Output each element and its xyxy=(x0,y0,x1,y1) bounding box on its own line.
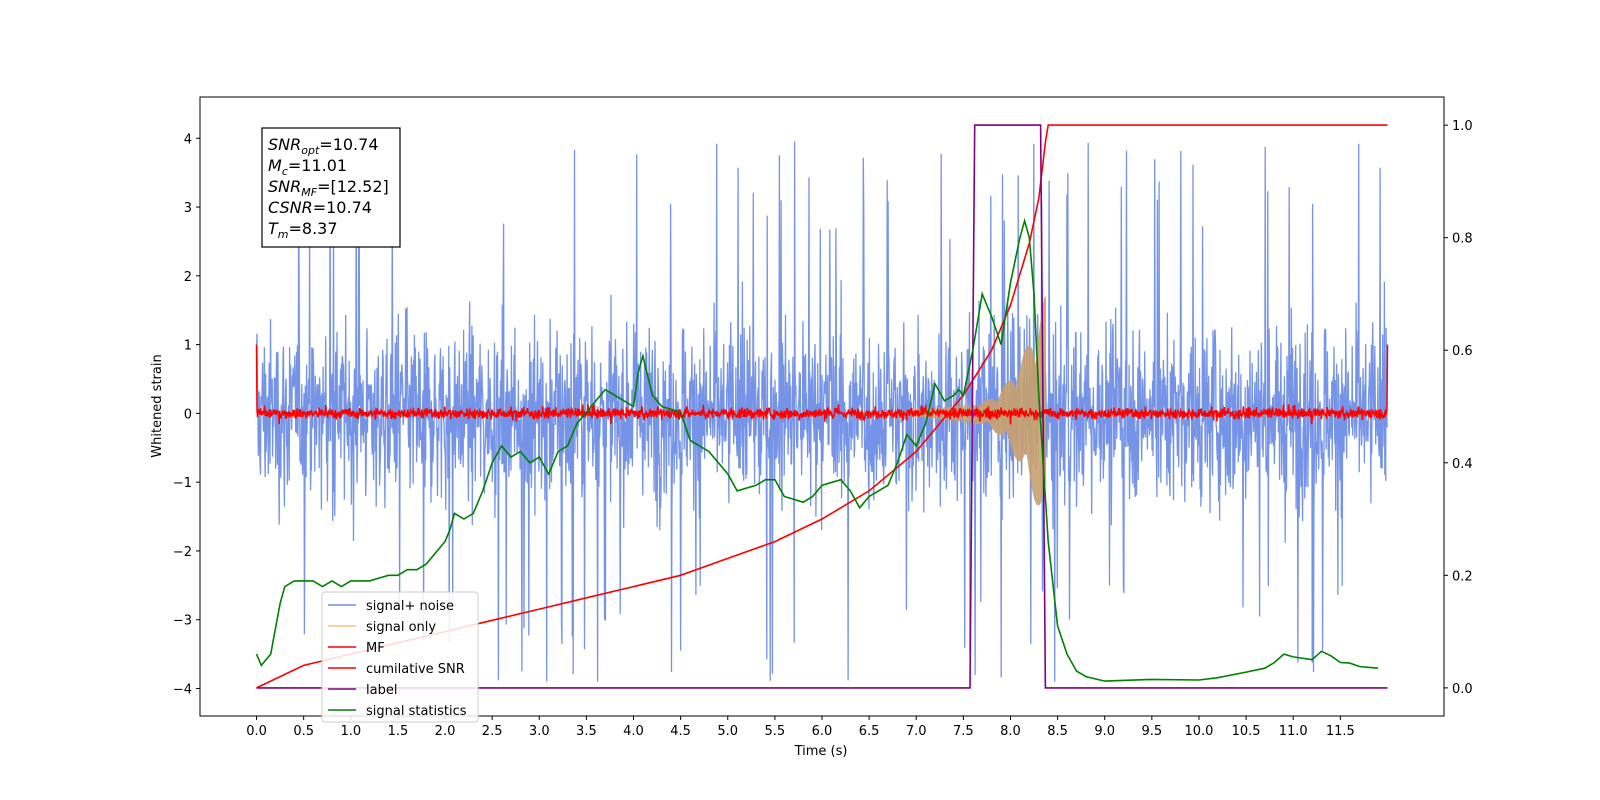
y2-tick-label: 0.4 xyxy=(1452,457,1473,472)
annotation-value: =10.74 xyxy=(319,135,378,154)
x-tick-label: 1.5 xyxy=(388,724,409,739)
legend: signal+ noise signal only MF cumilative SNR… xyxy=(321,591,479,723)
annotation-symbol: SNR xyxy=(268,177,301,196)
x-tick-label: 1.0 xyxy=(340,724,361,739)
legend-label: signal statistics xyxy=(366,704,467,719)
x-tick-label: 0.5 xyxy=(293,724,314,739)
x-tick-label: 4.5 xyxy=(670,724,691,739)
x-axis: 0.0 0.5 1.0 1.5 2.0 2.5 3.0 3.5 4.0 4.5 5.0 5.5 6.0 6… xyxy=(246,716,1355,739)
annotation-subscript: c xyxy=(282,165,288,178)
annotation-value: =8.37 xyxy=(289,219,338,238)
y-tick-label: 3 xyxy=(184,201,192,216)
y-tick-label: −3 xyxy=(173,614,192,629)
y-tick-label: 0 xyxy=(184,407,192,422)
annotation-value: =11.01 xyxy=(288,156,347,175)
x-tick-label: 6.0 xyxy=(812,724,833,739)
annotation-line: SNRMF=[12.52] xyxy=(268,177,389,199)
x-tick-label: 6.5 xyxy=(859,724,880,739)
x-tick-label: 7.5 xyxy=(953,724,974,739)
series-layer xyxy=(255,124,1389,689)
annotation-subscript: MF xyxy=(301,186,317,199)
annotation-value: =10.74 xyxy=(313,198,372,217)
y-tick-label: −1 xyxy=(173,476,192,491)
legend-label: signal+ noise xyxy=(366,599,454,614)
x-tick-label: 11.0 xyxy=(1279,724,1308,739)
series-mf-line xyxy=(255,344,1389,425)
annotation-subscript: m xyxy=(278,228,289,241)
y-axis-label: Whitened strain xyxy=(150,354,165,457)
y2-tick-label: 0.0 xyxy=(1452,682,1473,697)
x-tick-label: 5.5 xyxy=(765,724,786,739)
y-tick-label: −4 xyxy=(173,682,192,697)
x-tick-label: 2.0 xyxy=(435,724,456,739)
x-tick-label: 8.0 xyxy=(1000,724,1021,739)
annotation-symbol: SNR xyxy=(268,135,301,154)
y2-tick-label: 0.8 xyxy=(1452,232,1473,247)
annotation-symbol: T xyxy=(268,219,279,238)
legend-label: signal only xyxy=(366,620,436,635)
x-tick-label: 7.0 xyxy=(906,724,927,739)
annotation-line: SNRopt=10.74 xyxy=(268,135,379,157)
legend-label: MF xyxy=(366,641,385,656)
annotation-frame xyxy=(261,127,401,248)
x-tick-label: 5.0 xyxy=(717,724,738,739)
legend-frame xyxy=(321,591,479,723)
x-tick-label: 2.5 xyxy=(482,724,503,739)
annotation-value: =[12.52] xyxy=(317,177,389,196)
annotation-line: Tm=8.37 xyxy=(268,219,338,241)
annotation-symbol: M xyxy=(268,156,282,175)
y2-tick-label: 0.6 xyxy=(1452,344,1473,359)
y2-tick-label: 0.2 xyxy=(1452,569,1473,584)
x-tick-label: 10.0 xyxy=(1184,724,1213,739)
y-axis-right: 1.0 0.8 0.6 0.4 0.2 0.0 xyxy=(1444,119,1473,697)
x-tick-label: 3.0 xyxy=(529,724,550,739)
annotation-box: SNRopt=10.74Mc=11.01SNRMF=[12.52]CSNR=10… xyxy=(261,127,401,248)
y-tick-label: −2 xyxy=(173,545,192,560)
series-signal-only-line xyxy=(972,296,1047,506)
y-tick-label: 1 xyxy=(184,339,192,354)
y-tick-label: 4 xyxy=(184,132,192,147)
y-axis-left: 4 3 2 1 0 −1 −2 −3 −4 xyxy=(173,132,200,697)
legend-label: label xyxy=(366,683,397,698)
x-tick-label: 11.5 xyxy=(1326,724,1355,739)
y-tick-label: 2 xyxy=(184,270,192,285)
x-tick-label: 10.5 xyxy=(1232,724,1261,739)
annotation-symbol: CSNR xyxy=(268,198,313,217)
x-tick-label: 0.0 xyxy=(246,724,267,739)
x-tick-label: 8.5 xyxy=(1047,724,1068,739)
annotation-line: Mc=11.01 xyxy=(268,156,347,178)
x-axis-label: Time (s) xyxy=(794,744,848,759)
x-tick-label: 9.0 xyxy=(1094,724,1115,739)
series-signal-noise-line xyxy=(255,141,1389,682)
legend-label: cumilative SNR xyxy=(366,662,465,677)
series-label-line xyxy=(256,124,1388,689)
annotation-subscript: opt xyxy=(301,144,320,157)
series-signal-statistics-line xyxy=(255,217,1379,682)
x-tick-label: 4.0 xyxy=(623,724,644,739)
y2-tick-label: 1.0 xyxy=(1452,119,1473,134)
x-tick-label: 9.5 xyxy=(1142,724,1163,739)
annotation-line: CSNR=10.74 xyxy=(268,198,372,217)
x-tick-label: 3.5 xyxy=(576,724,597,739)
